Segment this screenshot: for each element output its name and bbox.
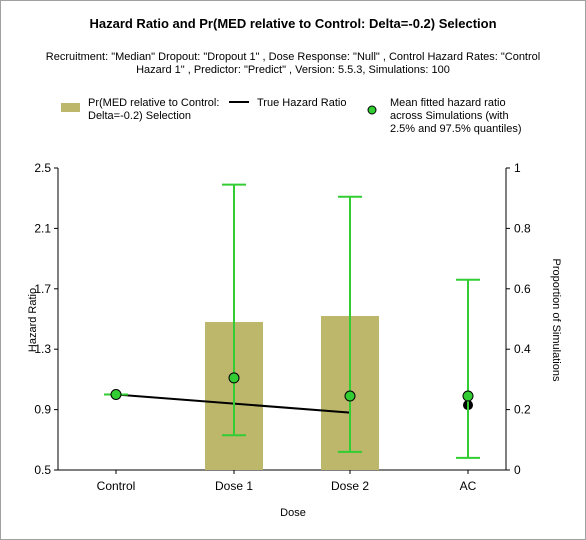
y2-axis-label: Proportion of Simulations bbox=[550, 259, 562, 382]
y2-tick-label: 1 bbox=[514, 161, 521, 175]
y-tick-label: 2.1 bbox=[34, 221, 51, 235]
legend: Pr(MED relative to Control: Delta=-0.2) … bbox=[61, 97, 521, 135]
mean-point bbox=[462, 390, 474, 402]
legend-point-label: Mean fitted hazard ratio across Simulati… bbox=[390, 97, 521, 135]
x-axis-label: Dose bbox=[280, 507, 306, 519]
y-axis-label: Hazard Ratio bbox=[27, 288, 39, 352]
y2-tick-label: 0.4 bbox=[514, 342, 531, 356]
x-tick-label: Dose 1 bbox=[215, 479, 253, 493]
mean-point bbox=[228, 372, 240, 384]
y-tick-label: 1.7 bbox=[34, 282, 51, 296]
mean-point bbox=[110, 389, 122, 400]
legend-bar-label: Pr(MED relative to Control: Delta=-0.2) … bbox=[88, 97, 223, 122]
x-tick-label: Dose 2 bbox=[331, 479, 369, 493]
y2-tick-label: 0 bbox=[514, 463, 521, 477]
y2-tick-label: 0.6 bbox=[514, 282, 531, 296]
y-tick-label: 0.5 bbox=[34, 463, 51, 477]
chart-subtitle: Recruitment: "Median" Dropout: "Dropout … bbox=[45, 51, 541, 76]
y-tick-label: 1.3 bbox=[34, 342, 51, 356]
mean-point bbox=[344, 390, 356, 402]
y2-tick-label: 0.8 bbox=[514, 221, 531, 235]
legend-line-label: True Hazard Ratio bbox=[257, 97, 346, 109]
x-tick-label: Control bbox=[97, 479, 136, 493]
legend-bar-swatch bbox=[61, 103, 80, 112]
legend-point-swatch bbox=[367, 105, 377, 115]
x-tick-label: AC bbox=[460, 479, 477, 493]
y2-tick-label: 0.2 bbox=[514, 403, 531, 417]
y-tick-label: 0.9 bbox=[34, 403, 51, 417]
y-tick-label: 2.5 bbox=[34, 161, 51, 175]
chart-title: Hazard Ratio and Pr(MED relative to Cont… bbox=[89, 16, 497, 31]
